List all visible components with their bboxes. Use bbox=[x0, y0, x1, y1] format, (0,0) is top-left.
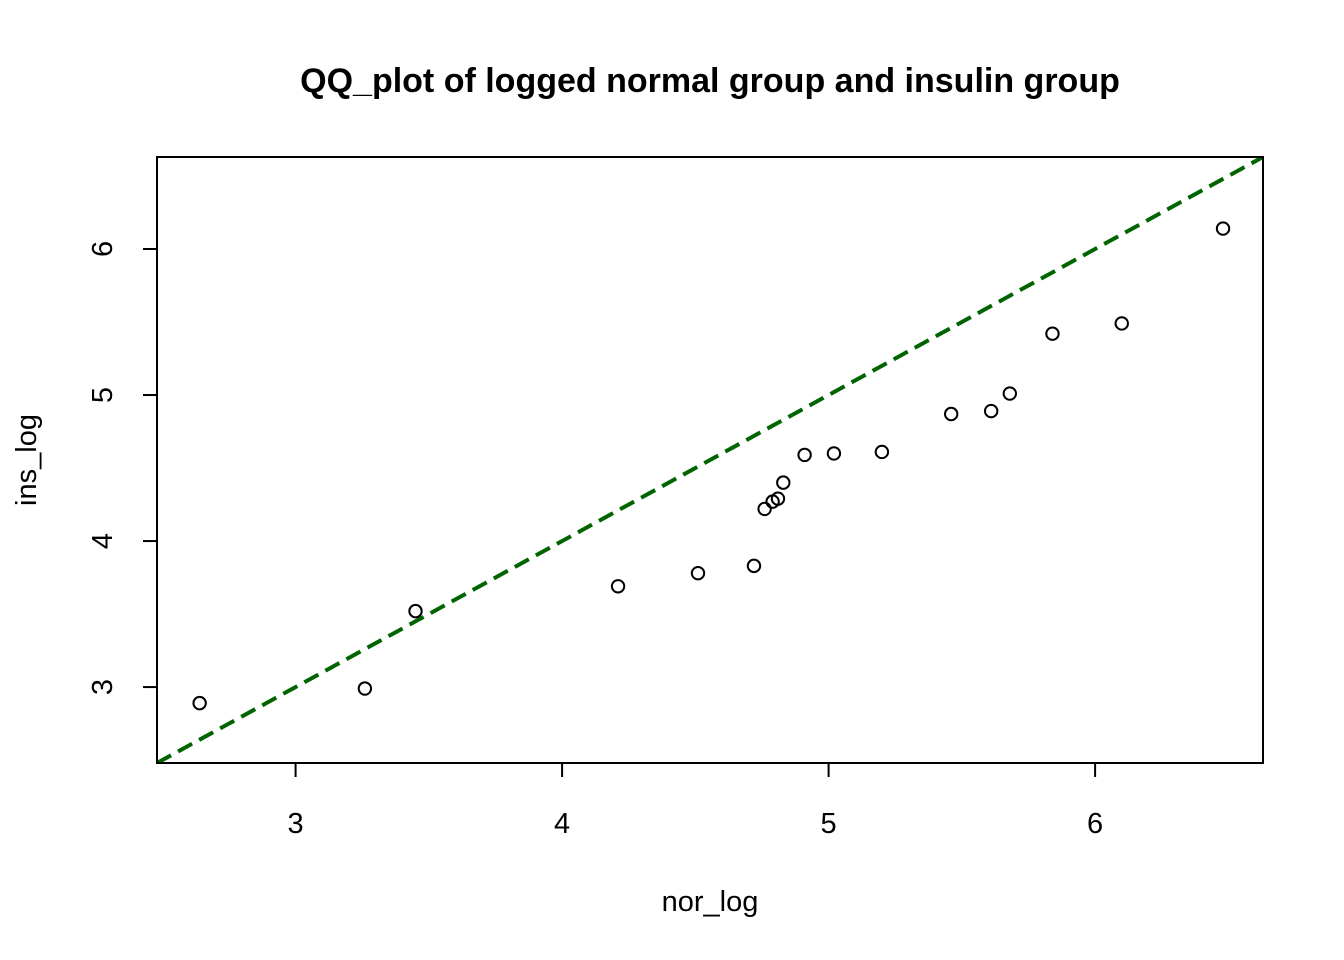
data-point bbox=[943, 406, 959, 422]
plot-region bbox=[156, 156, 1264, 764]
data-point bbox=[1215, 221, 1231, 236]
data-point bbox=[357, 681, 373, 696]
data-point bbox=[874, 444, 890, 460]
y-axis-label: ins_log bbox=[11, 414, 43, 506]
y-axis: 3 4 5 6 bbox=[87, 241, 158, 695]
data-point bbox=[1002, 386, 1018, 401]
data-point bbox=[408, 603, 423, 619]
x-axis: 3 4 5 6 bbox=[288, 762, 1103, 840]
x-tick-label: 4 bbox=[554, 808, 570, 840]
reference-line-layer bbox=[157, 157, 1263, 763]
data-point bbox=[746, 558, 762, 574]
data-point bbox=[797, 447, 812, 463]
points-layer bbox=[192, 221, 1231, 711]
chart-title: QQ_plot of logged normal group and insul… bbox=[300, 62, 1120, 100]
x-axis-label: nor_log bbox=[662, 886, 759, 918]
data-point bbox=[983, 403, 999, 419]
data-point bbox=[690, 565, 706, 581]
reference-line bbox=[157, 157, 1263, 763]
data-point bbox=[192, 695, 207, 711]
data-point bbox=[1045, 326, 1060, 341]
data-point bbox=[826, 446, 842, 461]
data-point bbox=[770, 491, 786, 506]
x-tick-label: 3 bbox=[288, 808, 304, 840]
y-tick-label: 4 bbox=[87, 533, 119, 549]
data-point bbox=[1114, 316, 1129, 331]
x-tick-label: 5 bbox=[821, 808, 837, 840]
data-point bbox=[776, 475, 791, 490]
y-tick-label: 3 bbox=[87, 679, 119, 695]
data-point bbox=[757, 501, 772, 517]
y-tick-label: 6 bbox=[87, 241, 119, 257]
data-point bbox=[610, 579, 626, 594]
x-tick-label: 6 bbox=[1087, 808, 1103, 840]
y-tick-label: 5 bbox=[87, 387, 119, 403]
